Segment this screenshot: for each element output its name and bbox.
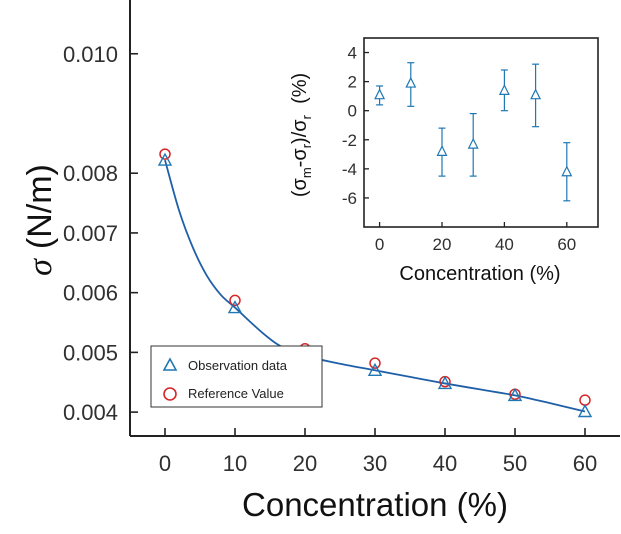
inset-x-tick-label: 0 (375, 235, 384, 254)
inset-plot-area: 0 20 40 60 -6 -4 -2 0 2 4 (342, 37, 599, 254)
inset-y-label-sub-r-2: r (299, 114, 314, 119)
main-points (157, 148, 593, 418)
main-x-tick-label: 20 (293, 451, 317, 476)
inset-x-tick-label: 60 (557, 235, 576, 254)
main-y-tick-label: 0.004 (63, 400, 118, 425)
main-ticks: 0 10 20 30 40 50 600.0040.0050.0060.0070.0080.… (63, 42, 597, 476)
main-y-tick-label: 0.005 (63, 340, 118, 365)
main-x-tick-label: 40 (433, 451, 457, 476)
inset-frame (363, 37, 599, 228)
main-y-tick-label: 0.007 (63, 221, 118, 246)
observation-data-point (157, 152, 173, 166)
legend: Observation data Reference Value (150, 345, 323, 408)
main-x-tick-label: 30 (363, 451, 387, 476)
main-y-tick-label: 0.008 (63, 161, 118, 186)
inset-y-tick-label: 2 (348, 73, 357, 92)
main-x-axis-label: Concentration (%) (242, 486, 508, 523)
observation-data-point (577, 404, 593, 418)
inset-data-point (436, 145, 448, 156)
inset-y-tick-label: 0 (348, 102, 357, 121)
main-plot-area: 0 10 20 30 40 50 600.0040.0050.0060.0070.0080.… (63, 0, 620, 476)
inset-y-axis-label: (σm-σr)/σr (%) (289, 73, 314, 197)
inset-y-label-part-2: -σ (289, 148, 311, 168)
inset-data-point (374, 88, 386, 100)
inset-y-tick-label: -2 (342, 131, 357, 150)
legend-box (150, 345, 323, 408)
inset-data-point (498, 83, 510, 95)
svg-text:σ(N/m): σ (N/m) (21, 164, 59, 276)
inset-y-label-part-3: )/σ (289, 119, 311, 144)
inset-y-label-sub-m: m (299, 167, 314, 178)
main-y-axis-label: σ (N/m) (21, 164, 59, 276)
main-x-tick-label: 0 (159, 451, 171, 476)
legend-triangle-marker (162, 357, 178, 371)
main-x-tick-label: 50 (503, 451, 527, 476)
inset-x-tick-label: 40 (495, 235, 514, 254)
svg-text:(σm-σr)/σr (%): (σm-σr)/σr (%) (289, 73, 314, 197)
main-x-tick-label: 60 (573, 451, 597, 476)
observation-data-point (437, 375, 453, 390)
inset-y-tick-label: -6 (342, 189, 357, 208)
inset-y-label-unit: (%) (289, 73, 311, 115)
inset-data-point (405, 76, 417, 88)
main-y-tick-label: 0.010 (63, 42, 118, 67)
main-y-axis-symbol: σ (22, 258, 59, 276)
inset-data-point (530, 88, 542, 100)
inset-data-point (561, 165, 573, 177)
reference-value-point (159, 148, 171, 160)
inset-y-tick-label: -4 (342, 160, 357, 179)
reference-value-point (229, 294, 241, 307)
main-y-axis-unit: (N/m) (21, 164, 59, 249)
main-x-tick-label: 10 (223, 451, 247, 476)
inset-x-tick-label: 20 (433, 235, 452, 254)
inset-y-tick-label: 4 (348, 44, 357, 63)
legend-label-reference: Reference Value (188, 386, 284, 401)
observation-data-point (507, 387, 523, 402)
observation-data-point (367, 362, 383, 377)
legend-circle-marker (163, 387, 177, 401)
inset-x-axis-label: Concentration (%) (399, 263, 560, 285)
inset-points (374, 62, 573, 202)
main-y-tick-label: 0.006 (63, 281, 118, 306)
inset-ticks: 0 20 40 60 -6 -4 -2 0 2 4 (342, 44, 576, 254)
inset-y-label-sub-r-1: r (299, 143, 314, 148)
inset-data-point (467, 137, 479, 149)
legend-label-observation: Observation data (188, 358, 288, 373)
reference-value-point (579, 394, 591, 406)
inset-y-label-part-1: (σ (289, 178, 311, 198)
reference-value-point (369, 357, 381, 369)
observation-data-point (227, 300, 243, 314)
